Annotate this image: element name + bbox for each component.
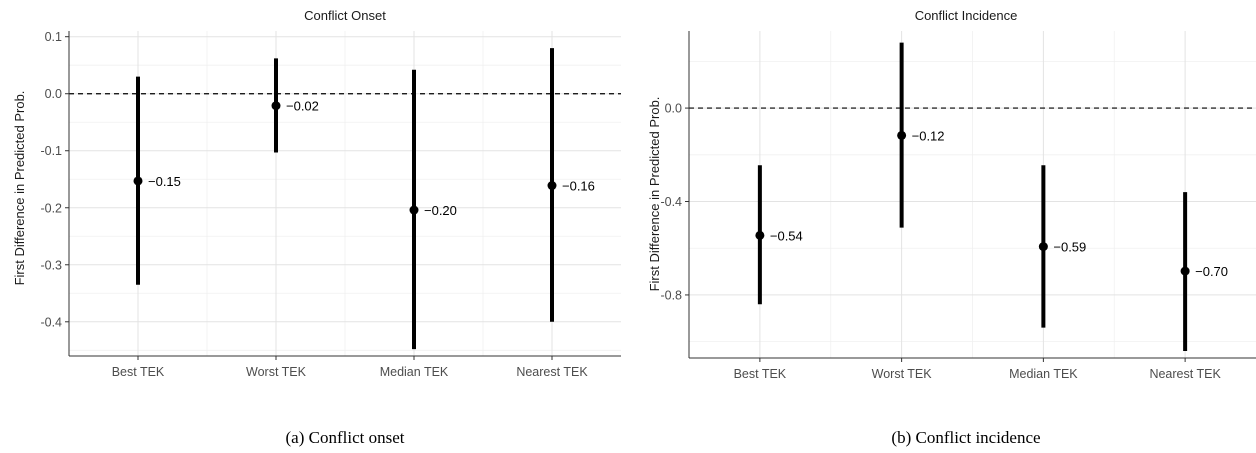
y-axis-label: First Difference in Predicted Prob.: [647, 97, 662, 292]
y-tick-label: 0.0: [45, 87, 62, 101]
x-tick-label: Median TEK: [380, 365, 449, 379]
data-label: −0.12: [912, 128, 945, 143]
y-tick-label: -0.8: [660, 288, 682, 302]
data-label: −0.70: [1195, 264, 1228, 279]
data-label: −0.59: [1053, 240, 1086, 255]
panel-conflict-onset: 0.1 0.0 -0.1 -0.2 -0.3 -0.4 Best TEK Worst TEK M…: [12, 8, 621, 447]
panel-conflict-incidence: 0.0 -0.4 -0.8 Best TEK Worst TEK Median TEK Ne…: [647, 8, 1256, 447]
panel-title: Conflict Onset: [304, 8, 386, 23]
point-estimate: [1180, 266, 1190, 276]
y-tick-label: -0.3: [40, 258, 62, 272]
plot-area: 0.1 0.0 -0.1 -0.2 -0.3 -0.4 Best TEK Worst TEK M…: [40, 30, 621, 379]
point-estimate: [897, 130, 907, 140]
point-estimate: [133, 176, 143, 186]
y-tick-label: -0.2: [40, 201, 62, 215]
y-tick-label: -0.1: [40, 144, 62, 158]
x-tick-label: Median TEK: [1009, 367, 1078, 381]
y-tick-label: 0.0: [665, 102, 682, 116]
y-axis-label: First Difference in Predicted Prob.: [12, 91, 27, 286]
point-estimate: [1038, 242, 1048, 252]
data-label: −0.16: [562, 179, 595, 194]
x-tick-label: Best TEK: [734, 367, 787, 381]
data-label: −0.02: [286, 99, 319, 114]
point-estimate: [547, 181, 557, 191]
y-tick-label: 0.1: [45, 30, 62, 44]
point-estimate: [755, 230, 765, 240]
data-label: −0.15: [148, 174, 181, 189]
figure-caption: (b) Conflict incidence: [891, 428, 1040, 447]
figure-caption: (a) Conflict onset: [286, 428, 405, 447]
x-tick-label: Worst TEK: [246, 365, 307, 379]
y-tick-label: -0.4: [40, 315, 62, 329]
point-estimate: [409, 205, 419, 215]
y-tick-label: -0.4: [660, 195, 682, 209]
x-tick-label: Best TEK: [112, 365, 165, 379]
data-label: −0.20: [424, 203, 457, 218]
x-tick-label: Nearest TEK: [516, 365, 588, 379]
panel-title: Conflict Incidence: [915, 8, 1018, 23]
x-tick-label: Worst TEK: [872, 367, 933, 381]
data-label: −0.54: [770, 228, 803, 243]
x-tick-label: Nearest TEK: [1149, 367, 1221, 381]
point-estimate: [271, 101, 281, 111]
plot-area: 0.0 -0.4 -0.8 Best TEK Worst TEK Median TEK Ne…: [660, 31, 1256, 381]
